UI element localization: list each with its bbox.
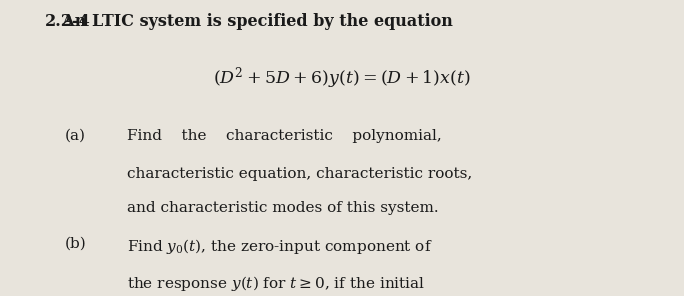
Text: and characteristic modes of this system.: and characteristic modes of this system. [127,201,438,215]
Text: (b): (b) [65,237,87,251]
Text: the response $y(t)$ for $t \geq 0$, if the initial: the response $y(t)$ for $t \geq 0$, if t… [127,274,425,293]
Text: characteristic equation, characteristic roots,: characteristic equation, characteristic … [127,167,472,181]
Text: An LTIC system is specified by the equation: An LTIC system is specified by the equat… [51,13,453,30]
Text: 2.2-4: 2.2-4 [44,13,90,30]
Text: Find    the    characteristic    polynomial,: Find the characteristic polynomial, [127,129,441,143]
Text: $(D^2 + 5D + 6)y(t) = (D + 1)x(t)$: $(D^2 + 5D + 6)y(t) = (D + 1)x(t)$ [213,65,471,91]
Text: Find $y_0(t)$, the zero-input component of: Find $y_0(t)$, the zero-input component … [127,237,432,256]
Text: (a): (a) [65,129,86,143]
